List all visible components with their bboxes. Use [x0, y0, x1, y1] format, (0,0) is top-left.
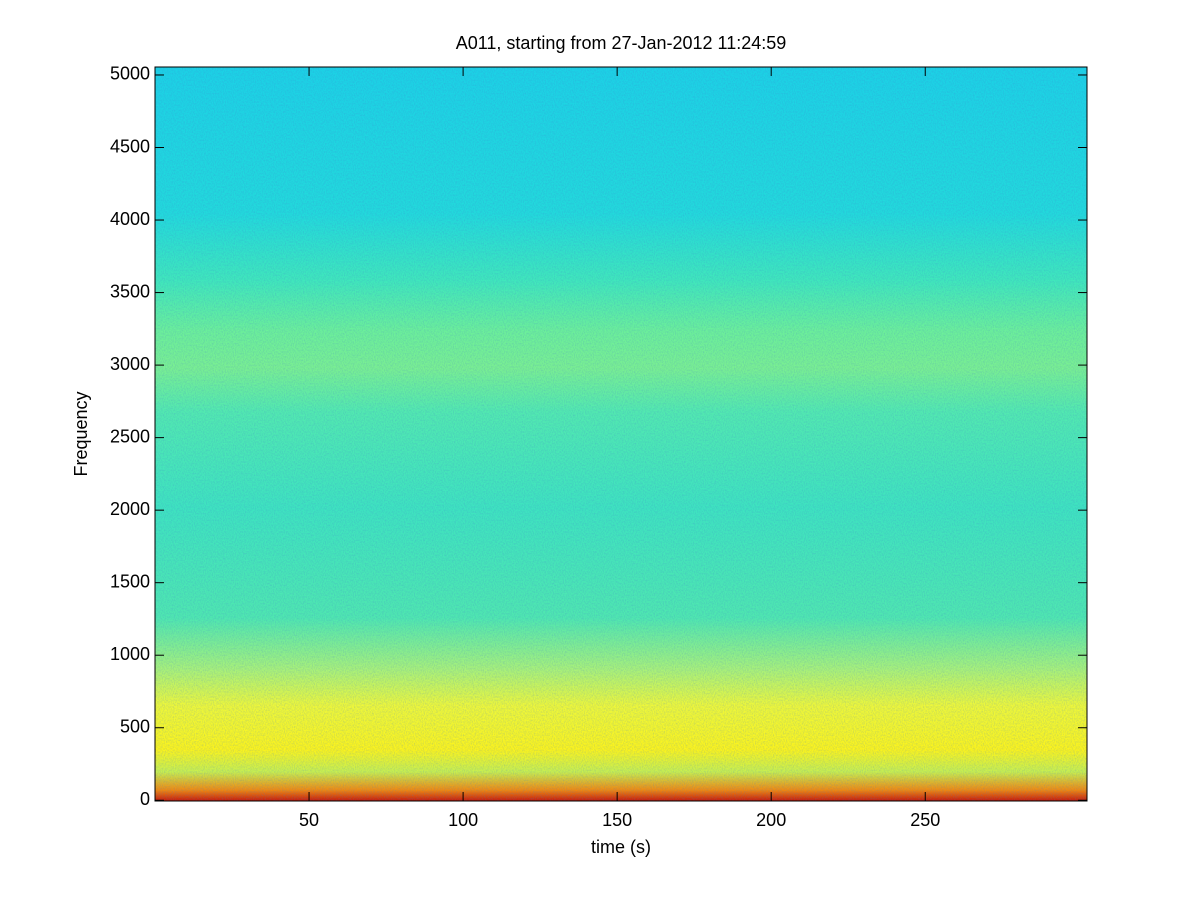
- y-tick-label: 3000: [110, 354, 150, 374]
- y-tick-label: 2500: [110, 426, 150, 446]
- x-tick-label: 150: [602, 810, 632, 830]
- x-tick-label: 250: [910, 810, 940, 830]
- y-tick-label: 1000: [110, 644, 150, 664]
- y-tick-label: 3500: [110, 281, 150, 301]
- y-axis-label: Frequency: [71, 391, 91, 476]
- y-tick-label: 0: [140, 789, 150, 809]
- y-tick-label: 1500: [110, 571, 150, 591]
- x-tick-label: 200: [756, 810, 786, 830]
- x-axis-label: time (s): [591, 837, 651, 857]
- y-tick-label: 4500: [110, 136, 150, 156]
- spectrogram-texture: [155, 67, 1087, 801]
- y-tick-label: 4000: [110, 209, 150, 229]
- y-tick-label: 2000: [110, 499, 150, 519]
- chart-title: A011, starting from 27-Jan-2012 11:24:59: [456, 33, 787, 53]
- x-tick-label: 50: [299, 810, 319, 830]
- y-tick-label: 500: [120, 716, 150, 736]
- x-tick-label: 100: [448, 810, 478, 830]
- spectrogram-image: [155, 67, 1087, 801]
- axes-box: [154, 66, 1088, 802]
- y-tick-label: 5000: [110, 64, 150, 84]
